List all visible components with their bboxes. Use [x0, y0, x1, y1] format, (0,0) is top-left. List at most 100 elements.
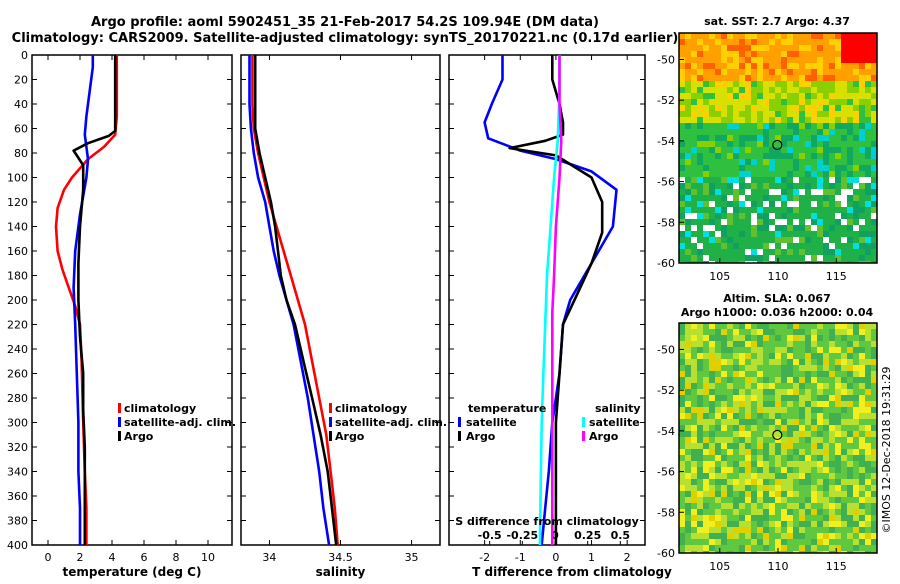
map-cell [703, 515, 709, 521]
map-cell [727, 341, 733, 347]
map-cell [859, 117, 865, 123]
map-cell [781, 425, 787, 431]
map-cell [793, 45, 799, 51]
map-cell [835, 425, 841, 431]
map-cell [871, 389, 877, 395]
map-cell [859, 353, 865, 359]
map-cell [847, 377, 853, 383]
map-cell [727, 213, 733, 219]
map-cell [691, 99, 697, 105]
map-cell [715, 93, 721, 99]
map-cell [685, 509, 691, 515]
map-cell [739, 135, 745, 141]
map-cell [757, 45, 763, 51]
map-cell [733, 255, 739, 261]
map-cell [697, 219, 703, 225]
map-cell [709, 431, 715, 437]
map-cell [721, 545, 727, 551]
map-cell [853, 335, 859, 341]
map-cell [763, 69, 769, 75]
map-cell [853, 455, 859, 461]
map-cell [787, 515, 793, 521]
map-cell [835, 437, 841, 443]
map-cell [853, 503, 859, 509]
map-cell [775, 443, 781, 449]
map-cell [721, 105, 727, 111]
map-cell [829, 497, 835, 503]
map-cell [841, 201, 847, 207]
map-cell [751, 413, 757, 419]
map-cell [679, 335, 685, 341]
map-cell [685, 225, 691, 231]
map-cell [829, 347, 835, 353]
map-cell [763, 75, 769, 81]
map-cell [871, 467, 877, 473]
map-cell [769, 389, 775, 395]
map-cell [691, 395, 697, 401]
map-cell [733, 201, 739, 207]
map-cell [793, 365, 799, 371]
map-cell [829, 365, 835, 371]
map-cell [841, 389, 847, 395]
map-cell [811, 249, 817, 255]
map-cell [757, 329, 763, 335]
map-cell [733, 45, 739, 51]
map-cell [853, 389, 859, 395]
map-cell [691, 383, 697, 389]
map-cell [847, 545, 853, 551]
map-cell [847, 123, 853, 129]
map-cell [781, 171, 787, 177]
map-cell [859, 249, 865, 255]
map-cell [793, 353, 799, 359]
map-cell [739, 461, 745, 467]
map-cell [769, 545, 775, 551]
map-cell [715, 219, 721, 225]
map-cell [751, 503, 757, 509]
map-cell [709, 545, 715, 551]
map-cell [799, 539, 805, 545]
map-cell [727, 353, 733, 359]
map-cell [835, 33, 841, 39]
map-cell [691, 449, 697, 455]
map-cell [679, 183, 685, 189]
map-cell [697, 413, 703, 419]
map-cell [697, 93, 703, 99]
map-cell [775, 249, 781, 255]
map-cell [697, 231, 703, 237]
map-cell [685, 515, 691, 521]
map-cell [865, 485, 871, 491]
map-cell [853, 231, 859, 237]
map-cell [781, 371, 787, 377]
map-cell [817, 207, 823, 213]
map-cell [763, 365, 769, 371]
map-cell [721, 123, 727, 129]
map-cell [775, 45, 781, 51]
map-cell [775, 51, 781, 57]
map-cell [823, 147, 829, 153]
map-cell [865, 117, 871, 123]
map-cell [835, 105, 841, 111]
map-cell [823, 365, 829, 371]
map-cell [841, 437, 847, 443]
map-cell [709, 479, 715, 485]
map-cell [787, 93, 793, 99]
map-cell [727, 437, 733, 443]
map-cell [721, 389, 727, 395]
map-y-tick-label: -58 [657, 506, 675, 519]
map-cell [841, 183, 847, 189]
map-cell [745, 87, 751, 93]
map-cell [793, 485, 799, 491]
map-cell [745, 419, 751, 425]
map-cell [745, 255, 751, 261]
map-cell [823, 177, 829, 183]
map-cell [721, 335, 727, 341]
map-cell [685, 503, 691, 509]
map-cell [829, 545, 835, 551]
map-cell [835, 419, 841, 425]
map-cell [835, 147, 841, 153]
map-cell [751, 479, 757, 485]
map-cell [799, 51, 805, 57]
map-cell [739, 365, 745, 371]
map-cell [757, 545, 763, 551]
map-cell [685, 129, 691, 135]
